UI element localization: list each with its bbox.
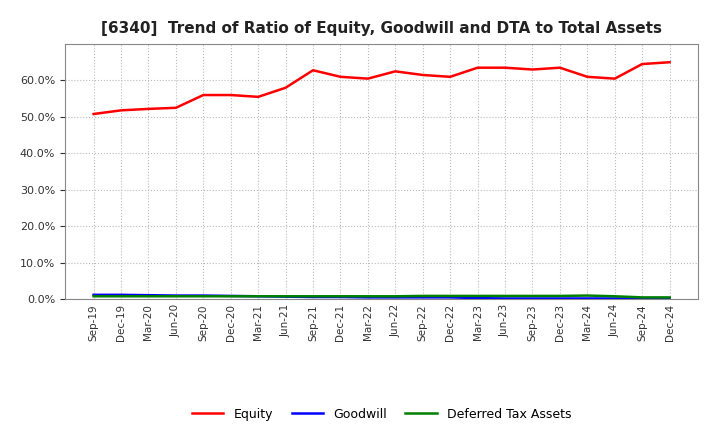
Equity xyxy=(446,74,454,80)
Equity xyxy=(282,85,290,90)
Goodwill xyxy=(336,294,345,300)
Goodwill xyxy=(418,295,427,300)
Equity xyxy=(336,74,345,80)
Deferred Tax Assets xyxy=(171,293,180,299)
Goodwill xyxy=(144,293,153,298)
Goodwill xyxy=(583,296,592,301)
Equity xyxy=(144,106,153,111)
Goodwill xyxy=(638,296,647,301)
Deferred Tax Assets xyxy=(89,293,98,299)
Goodwill xyxy=(89,292,98,297)
Goodwill xyxy=(528,296,537,301)
Goodwill xyxy=(117,292,125,297)
Line: Equity: Equity xyxy=(94,62,670,114)
Deferred Tax Assets xyxy=(611,293,619,299)
Equity xyxy=(364,76,372,81)
Goodwill xyxy=(171,293,180,298)
Goodwill xyxy=(665,296,674,301)
Equity xyxy=(89,111,98,117)
Goodwill xyxy=(199,293,207,298)
Goodwill xyxy=(446,295,454,300)
Goodwill xyxy=(611,296,619,301)
Equity xyxy=(528,67,537,72)
Deferred Tax Assets xyxy=(336,293,345,299)
Deferred Tax Assets xyxy=(446,293,454,299)
Goodwill xyxy=(282,294,290,299)
Deferred Tax Assets xyxy=(418,293,427,299)
Deferred Tax Assets xyxy=(226,293,235,299)
Equity xyxy=(500,65,509,70)
Legend: Equity, Goodwill, Deferred Tax Assets: Equity, Goodwill, Deferred Tax Assets xyxy=(187,403,576,425)
Deferred Tax Assets xyxy=(638,295,647,300)
Deferred Tax Assets xyxy=(117,293,125,299)
Goodwill xyxy=(473,296,482,301)
Line: Goodwill: Goodwill xyxy=(94,295,670,298)
Equity xyxy=(583,74,592,80)
Goodwill xyxy=(556,296,564,301)
Deferred Tax Assets xyxy=(528,293,537,299)
Goodwill xyxy=(254,293,263,299)
Goodwill xyxy=(500,296,509,301)
Deferred Tax Assets xyxy=(199,293,207,299)
Equity xyxy=(309,68,318,73)
Goodwill xyxy=(364,295,372,300)
Deferred Tax Assets xyxy=(665,295,674,300)
Deferred Tax Assets xyxy=(500,293,509,299)
Equity xyxy=(473,65,482,70)
Equity xyxy=(638,62,647,67)
Equity xyxy=(556,65,564,70)
Equity xyxy=(611,76,619,81)
Deferred Tax Assets xyxy=(364,293,372,299)
Deferred Tax Assets xyxy=(473,293,482,299)
Deferred Tax Assets xyxy=(282,293,290,299)
Deferred Tax Assets xyxy=(144,293,153,299)
Deferred Tax Assets xyxy=(583,293,592,298)
Line: Deferred Tax Assets: Deferred Tax Assets xyxy=(94,296,670,297)
Equity xyxy=(199,92,207,98)
Goodwill xyxy=(391,295,400,300)
Deferred Tax Assets xyxy=(254,293,263,299)
Equity xyxy=(254,94,263,99)
Equity xyxy=(226,92,235,98)
Equity xyxy=(665,59,674,65)
Goodwill xyxy=(226,293,235,299)
Equity xyxy=(117,108,125,113)
Deferred Tax Assets xyxy=(309,293,318,299)
Equity xyxy=(418,72,427,77)
Goodwill xyxy=(309,294,318,300)
Equity xyxy=(171,105,180,110)
Deferred Tax Assets xyxy=(556,293,564,299)
Deferred Tax Assets xyxy=(391,293,400,299)
Title: [6340]  Trend of Ratio of Equity, Goodwill and DTA to Total Assets: [6340] Trend of Ratio of Equity, Goodwil… xyxy=(101,21,662,36)
Equity xyxy=(391,69,400,74)
